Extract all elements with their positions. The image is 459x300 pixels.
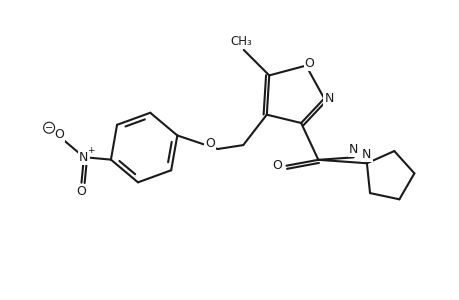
Text: O: O [304,57,314,70]
Text: N: N [79,151,89,164]
Text: N: N [324,92,333,105]
Text: N: N [348,142,358,155]
Text: CH₃: CH₃ [230,34,252,48]
Text: O: O [76,185,86,198]
Text: +: + [87,146,95,155]
Text: O: O [205,136,215,150]
Text: −: − [45,123,53,133]
Text: O: O [54,128,64,141]
Text: N: N [361,148,371,161]
Text: O: O [272,159,282,172]
